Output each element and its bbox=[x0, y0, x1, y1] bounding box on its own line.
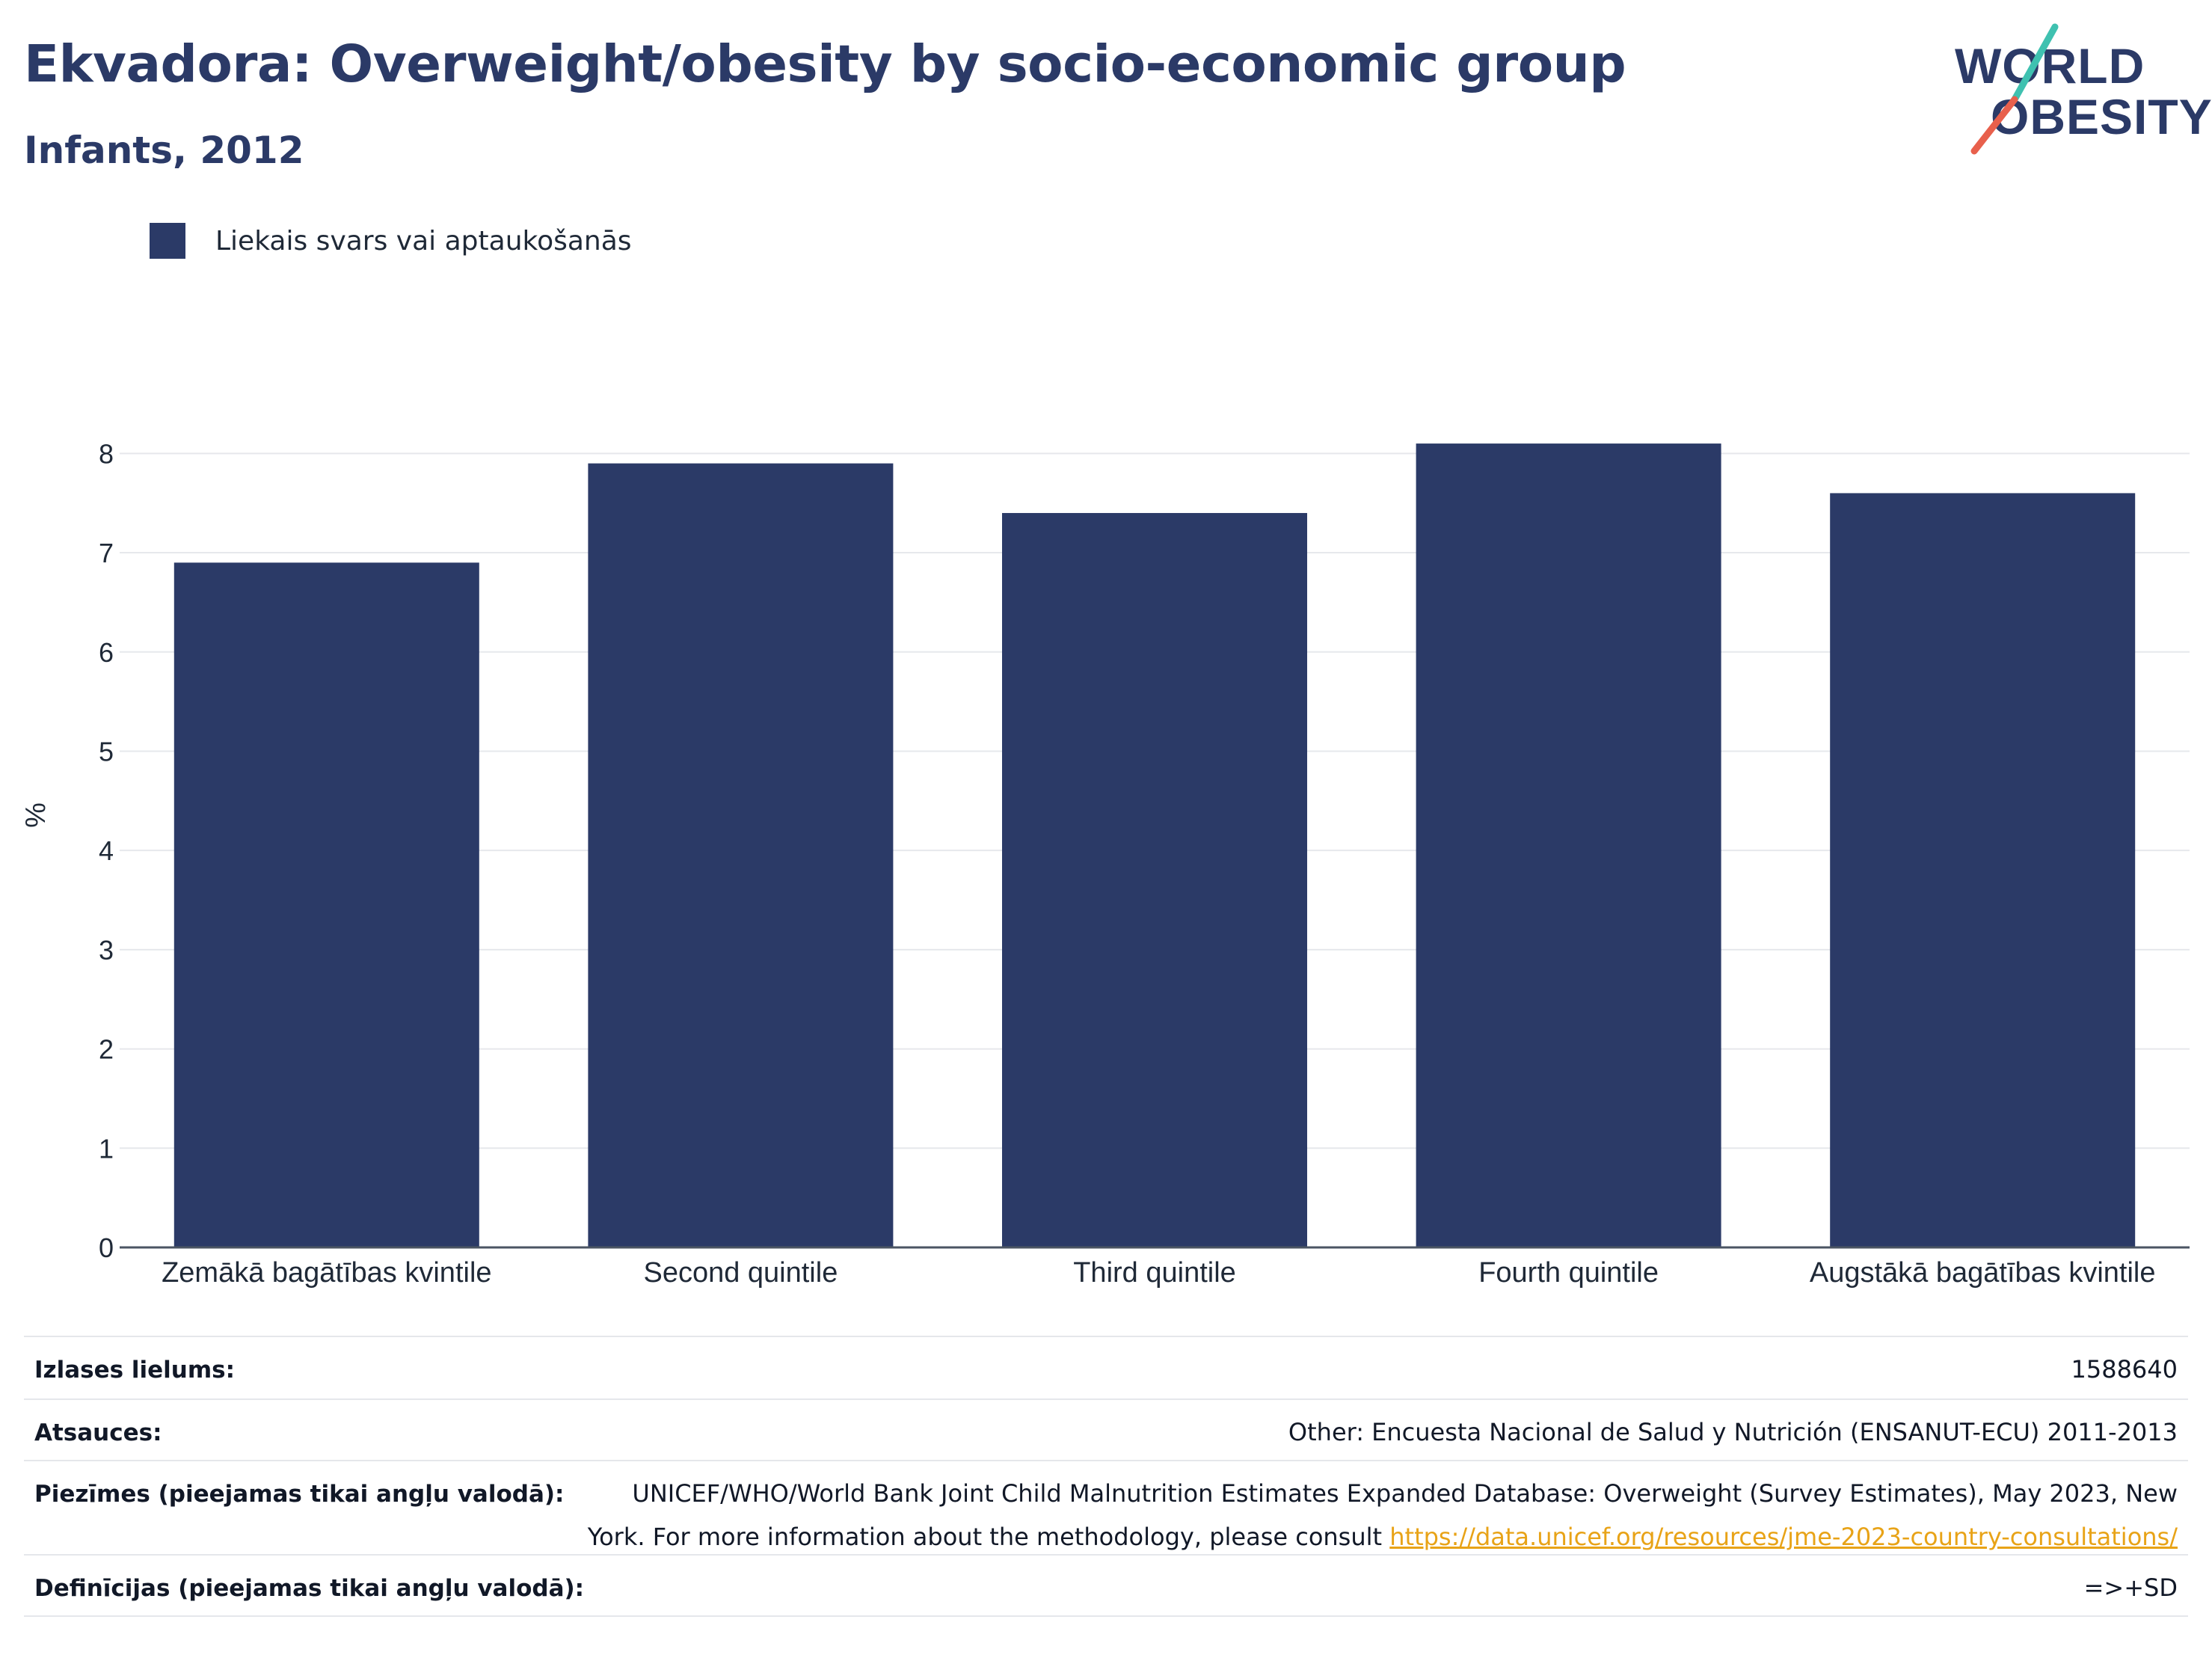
bar[interactable] bbox=[173, 562, 479, 1247]
bar[interactable] bbox=[588, 463, 894, 1247]
bar[interactable] bbox=[1002, 512, 1307, 1247]
notes-line-1: UNICEF/WHO/World Bank Joint Child Malnut… bbox=[632, 1479, 2178, 1508]
logo-word-world: WORLD bbox=[1955, 38, 2145, 93]
bar-chart: 0 1 2 3 4 5 6 7 8 Zemākā bagātības kvintile Second… bbox=[20, 438, 2190, 1289]
notes-line-2: York. For more information about the met… bbox=[588, 1515, 2178, 1559]
y-tick-label: 1 bbox=[99, 1133, 114, 1164]
footer-label: Piezīmes (pieejamas tikai angļu valodā): bbox=[34, 1481, 565, 1508]
y-tick-label: 8 bbox=[99, 438, 114, 469]
footer-value: UNICEF/WHO/World Bank Joint Child Malnut… bbox=[588, 1452, 2178, 1559]
footer-value: =>+SD bbox=[2083, 1573, 2178, 1602]
page-subtitle: Infants, 2012 bbox=[24, 129, 304, 172]
metadata-table: Izlases lielums: 1588640 Atsauces: Other… bbox=[24, 1336, 2188, 1617]
footer-row-sources: Atsauces: Other: Encuesta Nacional de Sa… bbox=[24, 1398, 2188, 1460]
bar[interactable] bbox=[1416, 443, 1721, 1248]
notes-line-2-text: York. For more information about the met… bbox=[587, 1523, 1383, 1551]
page-title: Ekvadora: Overweight/obesity by socio-ec… bbox=[24, 34, 1626, 94]
footer-value: 1588640 bbox=[2071, 1355, 2178, 1384]
y-tick-label: 4 bbox=[99, 835, 114, 866]
legend-swatch bbox=[150, 223, 185, 259]
x-tick-label: Zemākā bagātības kvintile bbox=[162, 1257, 491, 1289]
y-tick-label: 0 bbox=[99, 1232, 114, 1263]
x-tick-label: Third quintile bbox=[1073, 1257, 1236, 1289]
world-obesity-logo: WORLD OBESITY bbox=[1944, 21, 2212, 163]
footer-label: Definīcijas (pieejamas tikai angļu valod… bbox=[34, 1575, 585, 1602]
chart-legend: Liekais svars vai aptaukošanās bbox=[150, 221, 632, 260]
footer-row-sample-size: Izlases lielums: 1588640 bbox=[24, 1336, 2188, 1398]
logo-word-obesity: OBESITY bbox=[1991, 89, 2212, 144]
bar[interactable] bbox=[1830, 493, 2136, 1247]
footer-row-notes: Piezīmes (pieejamas tikai angļu valodā):… bbox=[24, 1460, 2188, 1554]
x-tick-label: Second quintile bbox=[643, 1257, 838, 1289]
bar-layer bbox=[173, 443, 2136, 1248]
footer-label: Izlases lielums: bbox=[34, 1357, 235, 1384]
y-tick-label: 2 bbox=[99, 1034, 114, 1065]
x-tick-label: Fourth quintile bbox=[1478, 1257, 1659, 1289]
footer-value: Other: Encuesta Nacional de Salud y Nutr… bbox=[1288, 1418, 2178, 1446]
axis-layer: 0 1 2 3 4 5 6 7 8 Zemākā bagātības kvintile Second… bbox=[99, 438, 2190, 1289]
methodology-link[interactable]: https://data.unicef.org/resources/jme-20… bbox=[1389, 1523, 2178, 1551]
footer-row-definitions: Definīcijas (pieejamas tikai angļu valod… bbox=[24, 1554, 2188, 1617]
footer-label: Atsauces: bbox=[34, 1419, 162, 1446]
y-tick-label: 3 bbox=[99, 935, 114, 965]
y-tick-label: 6 bbox=[99, 637, 114, 668]
x-tick-label: Augstākā bagātības kvintile bbox=[1810, 1257, 2156, 1289]
y-axis-title: % bbox=[20, 802, 52, 828]
logo-slash-icon bbox=[1970, 23, 2059, 155]
y-tick-label: 5 bbox=[99, 736, 114, 767]
y-tick-label: 7 bbox=[99, 538, 114, 568]
legend-label: Liekais svars vai aptaukošanās bbox=[215, 225, 632, 257]
